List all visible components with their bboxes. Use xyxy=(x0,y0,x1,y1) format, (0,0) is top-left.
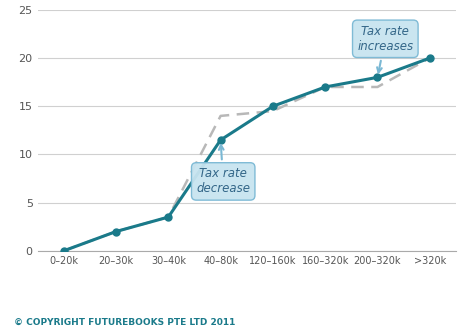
Tax rates 2011 xyxy=(427,56,432,60)
Text: © COPYRIGHT FUTUREBOOKS PTE LTD 2011: © COPYRIGHT FUTUREBOOKS PTE LTD 2011 xyxy=(14,318,235,327)
Tax rates 2012 xyxy=(427,56,432,60)
Line: Tax rates 2012: Tax rates 2012 xyxy=(60,54,433,254)
Tax rates 2012 xyxy=(322,85,328,89)
Tax rates 2011 xyxy=(218,114,223,118)
Tax rates 2012 xyxy=(375,75,380,79)
Tax rates 2012 xyxy=(270,104,276,108)
Tax rates 2011 xyxy=(61,249,67,253)
Tax rates 2012 xyxy=(61,249,67,253)
Tax rates 2011 xyxy=(270,109,276,113)
Line: Tax rates 2011: Tax rates 2011 xyxy=(64,58,430,251)
Tax rates 2011 xyxy=(375,85,380,89)
Text: Tax rate
increases: Tax rate increases xyxy=(357,25,414,72)
Tax rates 2011 xyxy=(165,215,171,219)
Tax rates 2012 xyxy=(165,215,171,219)
Text: Tax rate
decrease: Tax rate decrease xyxy=(196,145,250,195)
Tax rates 2012 xyxy=(113,230,119,234)
Tax rates 2011 xyxy=(322,85,328,89)
Tax rates 2011 xyxy=(113,230,119,234)
Tax rates 2012 xyxy=(218,138,223,142)
